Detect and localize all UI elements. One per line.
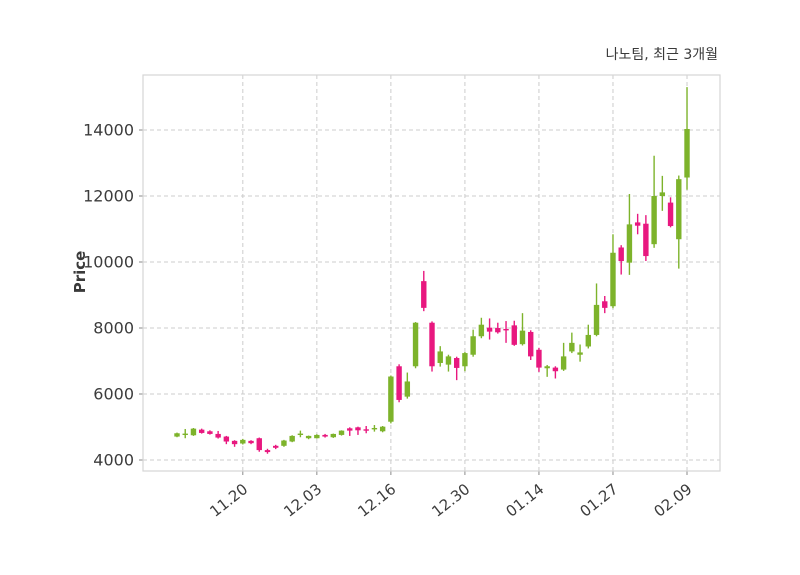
candle-body-up xyxy=(281,440,287,446)
y-tick-label: 12000 xyxy=(83,187,134,206)
candle-body-up xyxy=(651,196,657,245)
candle-body-down xyxy=(618,247,624,262)
candle-body-down xyxy=(322,434,328,437)
candle-body-up xyxy=(560,356,567,370)
y-tick-label: 14000 xyxy=(83,121,134,140)
candle-body-down xyxy=(495,328,501,333)
candle-body-down xyxy=(355,427,361,431)
candle-body-down xyxy=(273,445,279,448)
x-tick-label: 02.09 xyxy=(651,480,696,521)
candle-body-down xyxy=(396,366,402,400)
candle-body-down xyxy=(347,428,353,431)
y-tick-label: 4000 xyxy=(93,451,134,470)
candle-body-down xyxy=(264,450,271,453)
candle-body-down xyxy=(363,429,369,431)
candle-body-up xyxy=(371,427,378,430)
candle-body-up xyxy=(478,324,485,337)
x-tick-label: 12.16 xyxy=(354,480,399,521)
candle-body-up xyxy=(314,434,320,439)
candle-body-up xyxy=(593,304,600,335)
candle-body-down xyxy=(421,281,427,308)
candle-body-up xyxy=(412,322,419,367)
candle-body-up xyxy=(174,433,180,437)
plot-background xyxy=(143,75,720,471)
candle-body-up xyxy=(585,334,591,347)
candle-body-up xyxy=(330,433,336,438)
chart-title: 나노팀, 최근 3개월 xyxy=(605,47,718,63)
candle-body-up xyxy=(544,366,550,369)
candle-body-up xyxy=(470,336,476,355)
candle-body-up xyxy=(684,129,690,178)
candle-body-up xyxy=(445,356,452,365)
candle-body-up xyxy=(569,342,575,352)
candle-body-up xyxy=(404,381,411,397)
candle-body-down xyxy=(248,440,254,444)
candle-body-down xyxy=(215,433,221,438)
y-tick-label: 10000 xyxy=(83,253,134,272)
candle-body-up xyxy=(676,179,682,240)
candle-body-up xyxy=(519,330,526,345)
y-tick-label: 6000 xyxy=(93,385,134,404)
candle-body-down xyxy=(643,223,649,257)
candle-body-down xyxy=(511,325,517,345)
x-tick-label: 12.03 xyxy=(280,480,325,521)
x-tick-label: 01.27 xyxy=(577,480,622,521)
x-tick-label: 11.20 xyxy=(206,480,251,521)
candle-body-up xyxy=(338,430,345,435)
candle-body-down xyxy=(634,222,641,226)
candle-body-up xyxy=(305,435,312,439)
candle-body-down xyxy=(528,331,534,357)
candle-body-up xyxy=(182,433,188,435)
candle-body-down xyxy=(207,431,213,434)
candle-body-down xyxy=(223,436,230,442)
candle-body-down xyxy=(231,440,238,445)
candle-body-up xyxy=(240,439,246,444)
candle-body-down xyxy=(552,367,559,372)
candle-body-up xyxy=(190,428,197,436)
candle-body-down xyxy=(256,438,262,451)
candle-body-up xyxy=(289,435,295,442)
candle-body-up xyxy=(462,353,468,367)
y-tick-label: 8000 xyxy=(93,319,134,338)
candle-body-up xyxy=(379,426,386,432)
candle-body-up xyxy=(388,376,394,422)
candle-body-down xyxy=(198,429,205,433)
candle-body-up xyxy=(437,351,443,363)
candle-body-down xyxy=(503,328,509,331)
candle-body-down xyxy=(429,322,435,367)
candle-body-up xyxy=(659,192,666,196)
candle-body-up xyxy=(297,433,304,435)
plot-border xyxy=(142,74,721,472)
x-tick-label: 12.30 xyxy=(428,480,473,521)
candle-body-up xyxy=(626,224,633,263)
x-tick-label: 01.14 xyxy=(502,480,547,521)
candle-body-down xyxy=(486,327,493,332)
candle-body-up xyxy=(577,352,583,355)
candle-body-down xyxy=(602,301,608,308)
y-axis-label: Price xyxy=(71,250,89,294)
candle-body-down xyxy=(453,358,460,368)
candle-body-down xyxy=(536,349,542,368)
candle-body-up xyxy=(610,252,616,307)
candle-body-down xyxy=(667,202,674,227)
